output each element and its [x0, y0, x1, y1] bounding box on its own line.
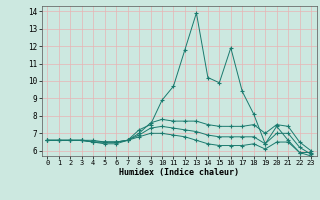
X-axis label: Humidex (Indice chaleur): Humidex (Indice chaleur)	[119, 168, 239, 177]
